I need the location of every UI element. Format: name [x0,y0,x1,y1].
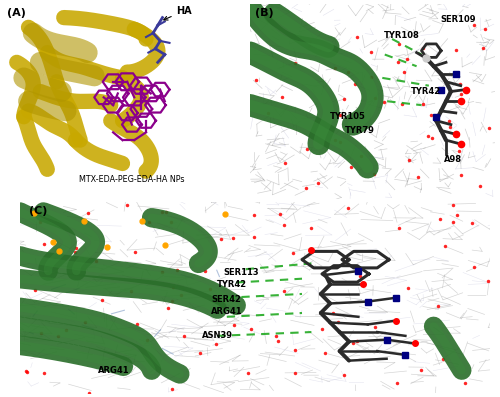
Text: ASN39: ASN39 [202,331,233,340]
Text: TYR105: TYR105 [330,112,366,121]
Text: SER42: SER42 [212,295,242,304]
Text: SER109: SER109 [440,15,476,24]
Text: ARG41: ARG41 [211,306,242,316]
Text: TYR79: TYR79 [346,126,375,135]
Text: (B): (B) [255,8,274,18]
Text: HA: HA [164,6,192,20]
Text: ARG41: ARG41 [98,366,130,375]
Text: (A): (A) [8,8,26,18]
Text: SER113: SER113 [223,268,258,278]
Text: (C): (C) [30,206,48,216]
Text: A98: A98 [444,155,462,164]
Text: TYR108: TYR108 [384,31,420,40]
Text: TYR42: TYR42 [216,280,246,289]
Text: MTX-EDA-PEG-EDA-HA NPs: MTX-EDA-PEG-EDA-HA NPs [79,175,184,183]
Text: TYR42: TYR42 [412,87,442,96]
